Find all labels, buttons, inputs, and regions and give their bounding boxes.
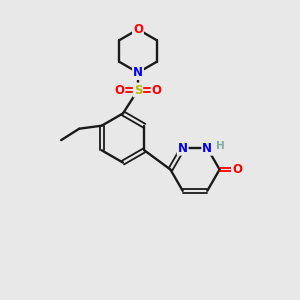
Text: O: O <box>152 83 162 97</box>
Text: N: N <box>133 66 143 79</box>
Text: O: O <box>114 83 124 97</box>
Text: N: N <box>178 142 188 155</box>
Text: H: H <box>216 141 224 151</box>
Text: O: O <box>232 163 242 176</box>
Text: O: O <box>133 23 143 36</box>
Text: S: S <box>134 83 142 97</box>
Text: N: N <box>202 142 212 155</box>
